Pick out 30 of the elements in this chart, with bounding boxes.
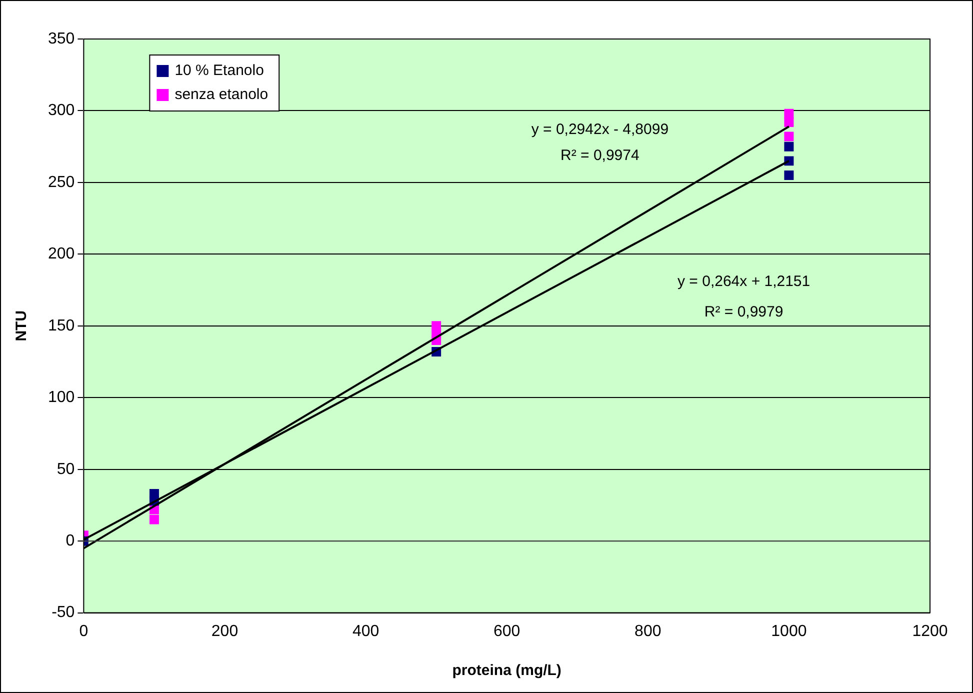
point bbox=[784, 108, 794, 118]
x-tick-label: 600 bbox=[493, 622, 520, 640]
y-tick-label: 0 bbox=[66, 532, 75, 550]
x-tick-label: 400 bbox=[352, 622, 380, 640]
x-tick-label: 1200 bbox=[912, 622, 948, 640]
x-tick-label: 0 bbox=[79, 622, 88, 640]
point bbox=[432, 321, 442, 331]
y-tick-label: 250 bbox=[48, 174, 75, 191]
x-axis-title: proteina (mg/L) bbox=[452, 662, 562, 680]
y-tick-label: 100 bbox=[48, 389, 75, 406]
y-tick-label: 50 bbox=[56, 460, 75, 478]
y-tick-label: -50 bbox=[52, 604, 75, 622]
point bbox=[784, 132, 794, 142]
annotation: R² = 0,9974 bbox=[560, 147, 640, 164]
y-tick-label: 200 bbox=[48, 246, 75, 263]
x-tick-label: 200 bbox=[211, 622, 238, 640]
y-tick-label: 300 bbox=[48, 102, 75, 120]
point bbox=[149, 514, 159, 524]
x-tick-label: 800 bbox=[634, 622, 662, 640]
point bbox=[784, 170, 794, 180]
legend-label: 10 % Etanolo bbox=[174, 62, 264, 80]
annotation: y = 0,2942x - 4,8099 bbox=[531, 120, 669, 138]
legend-label: senza etanolo bbox=[174, 86, 268, 104]
annotation: R² = 0,9979 bbox=[704, 303, 784, 320]
point bbox=[784, 142, 794, 152]
y-tick-label: 150 bbox=[48, 317, 75, 334]
x-tick-label: 1000 bbox=[771, 622, 807, 640]
y-axis-title: NTU bbox=[13, 310, 30, 342]
y-tick-label: 350 bbox=[48, 30, 75, 48]
annotation: y = 0,264x + 1,2151 bbox=[678, 272, 810, 290]
